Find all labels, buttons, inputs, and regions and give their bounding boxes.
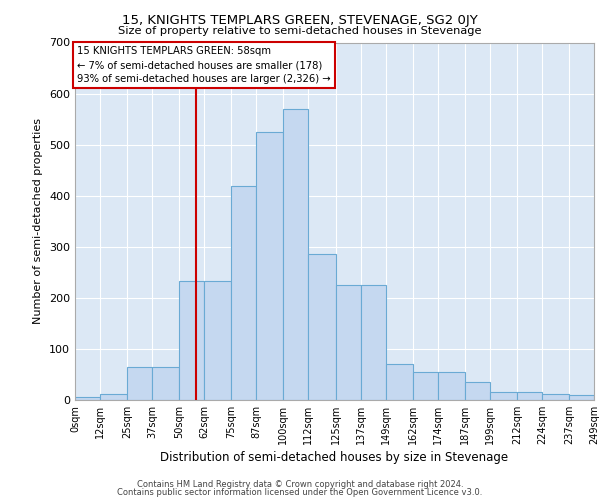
Text: Contains public sector information licensed under the Open Government Licence v3: Contains public sector information licen…: [118, 488, 482, 497]
Y-axis label: Number of semi-detached properties: Number of semi-detached properties: [34, 118, 43, 324]
Bar: [179, 281, 204, 400]
Bar: [335, 285, 361, 400]
Bar: [517, 392, 542, 400]
Text: 15 KNIGHTS TEMPLARS GREEN: 58sqm
← 7% of semi-detached houses are smaller (178)
: 15 KNIGHTS TEMPLARS GREEN: 58sqm ← 7% of…: [77, 46, 331, 84]
Bar: [308, 254, 335, 400]
Bar: [127, 367, 152, 400]
X-axis label: Distribution of semi-detached houses by size in Stevenage: Distribution of semi-detached houses by …: [160, 451, 509, 464]
Bar: [152, 367, 179, 400]
Bar: [100, 394, 127, 400]
Text: Size of property relative to semi-detached houses in Stevenage: Size of property relative to semi-detach…: [118, 26, 482, 36]
Bar: [204, 281, 232, 400]
Bar: [465, 382, 490, 400]
Text: 15, KNIGHTS TEMPLARS GREEN, STEVENAGE, SG2 0JY: 15, KNIGHTS TEMPLARS GREEN, STEVENAGE, S…: [122, 14, 478, 27]
Bar: [490, 392, 517, 400]
Bar: [256, 132, 283, 400]
Bar: [232, 186, 256, 400]
Bar: [413, 372, 437, 400]
Bar: [542, 394, 569, 400]
Text: Contains HM Land Registry data © Crown copyright and database right 2024.: Contains HM Land Registry data © Crown c…: [137, 480, 463, 489]
Bar: [361, 285, 386, 400]
Bar: [283, 109, 308, 400]
Bar: [437, 372, 465, 400]
Bar: [386, 364, 413, 400]
Bar: [75, 398, 100, 400]
Bar: [569, 395, 594, 400]
